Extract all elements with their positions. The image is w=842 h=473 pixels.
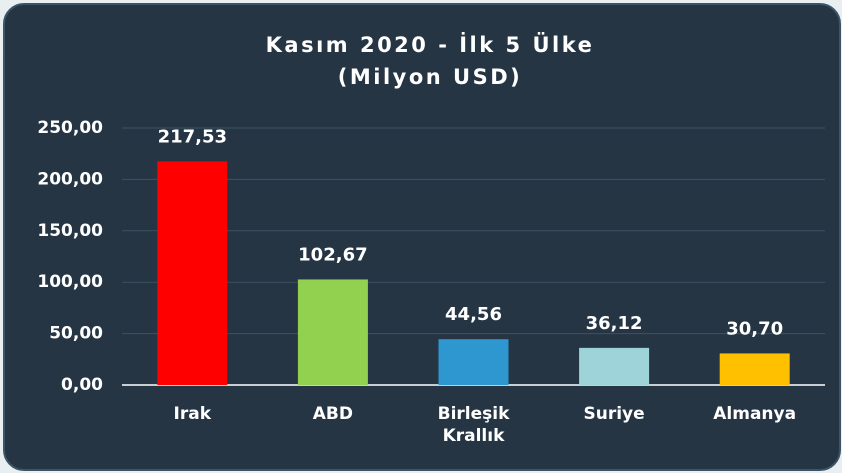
value-label: 36,12 — [586, 313, 643, 334]
bar — [719, 353, 790, 385]
bar — [157, 161, 228, 385]
value-label: 217,53 — [158, 126, 227, 147]
y-tick-label: 150,00 — [37, 221, 103, 241]
bar — [297, 279, 368, 385]
chart-subtitle: (Milyon USD) — [338, 65, 522, 89]
y-tick-label: 100,00 — [37, 272, 103, 292]
value-label: 102,67 — [298, 244, 367, 265]
bar — [438, 339, 509, 385]
y-tick-label: 50,00 — [49, 324, 103, 344]
value-label: 30,70 — [726, 318, 783, 339]
bar — [579, 347, 650, 385]
y-tick-label: 250,00 — [37, 118, 103, 138]
y-tick-label: 0,00 — [61, 375, 103, 395]
x-tick-label: Suriye — [583, 404, 645, 424]
x-tick-label: Birleşik Krallık — [437, 404, 510, 446]
x-tick-label: Almanya — [713, 404, 797, 424]
x-tick-label: Irak — [173, 404, 212, 424]
chart-title: Kasım 2020 - İlk 5 Ülke — [266, 32, 595, 57]
y-tick-label: 200,00 — [37, 169, 103, 189]
value-label: 44,56 — [445, 304, 502, 325]
x-tick-label: ABD — [312, 404, 353, 424]
